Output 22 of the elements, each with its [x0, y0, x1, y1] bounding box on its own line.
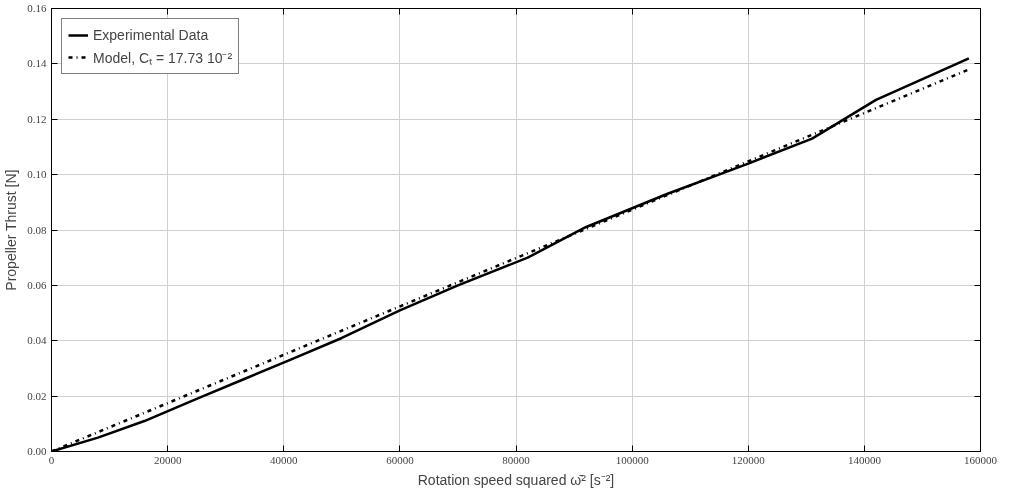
y-tick-label: 0.08 — [27, 223, 47, 236]
x-tick-label: 160000 — [964, 453, 998, 466]
x-tick-label: 140000 — [847, 453, 882, 466]
y-tick-label: 0.16 — [27, 2, 47, 14]
x-tick-label: 80000 — [502, 453, 531, 466]
x-tick-label: 120000 — [731, 453, 766, 466]
legend-label: Model, Cₜ = 17.73 10⁻² — [93, 48, 233, 67]
y-tick-label: 0.06 — [27, 278, 47, 291]
y-tick-label: 0.04 — [27, 334, 47, 347]
y-tick-label: 0.12 — [27, 112, 47, 125]
x-tick-label: 0 — [48, 453, 55, 466]
y-tick-label: 0.10 — [27, 168, 47, 181]
legend-label: Experimental Data — [93, 27, 209, 43]
x-tick-label: 40000 — [270, 453, 298, 466]
x-tick-label: 100000 — [615, 453, 650, 466]
x-axis-title: Rotation speed squared ω̄² [s⁻²] — [417, 471, 615, 488]
y-axis-title: Propeller Thrust [N] — [3, 169, 20, 291]
x-tick-label: 20000 — [153, 453, 182, 466]
x-tick-label: 60000 — [386, 453, 415, 466]
y-tick-label: 0.02 — [27, 389, 47, 402]
y-tick-label: 0.14 — [27, 57, 47, 70]
y-tick-label: 0.00 — [27, 445, 47, 457]
